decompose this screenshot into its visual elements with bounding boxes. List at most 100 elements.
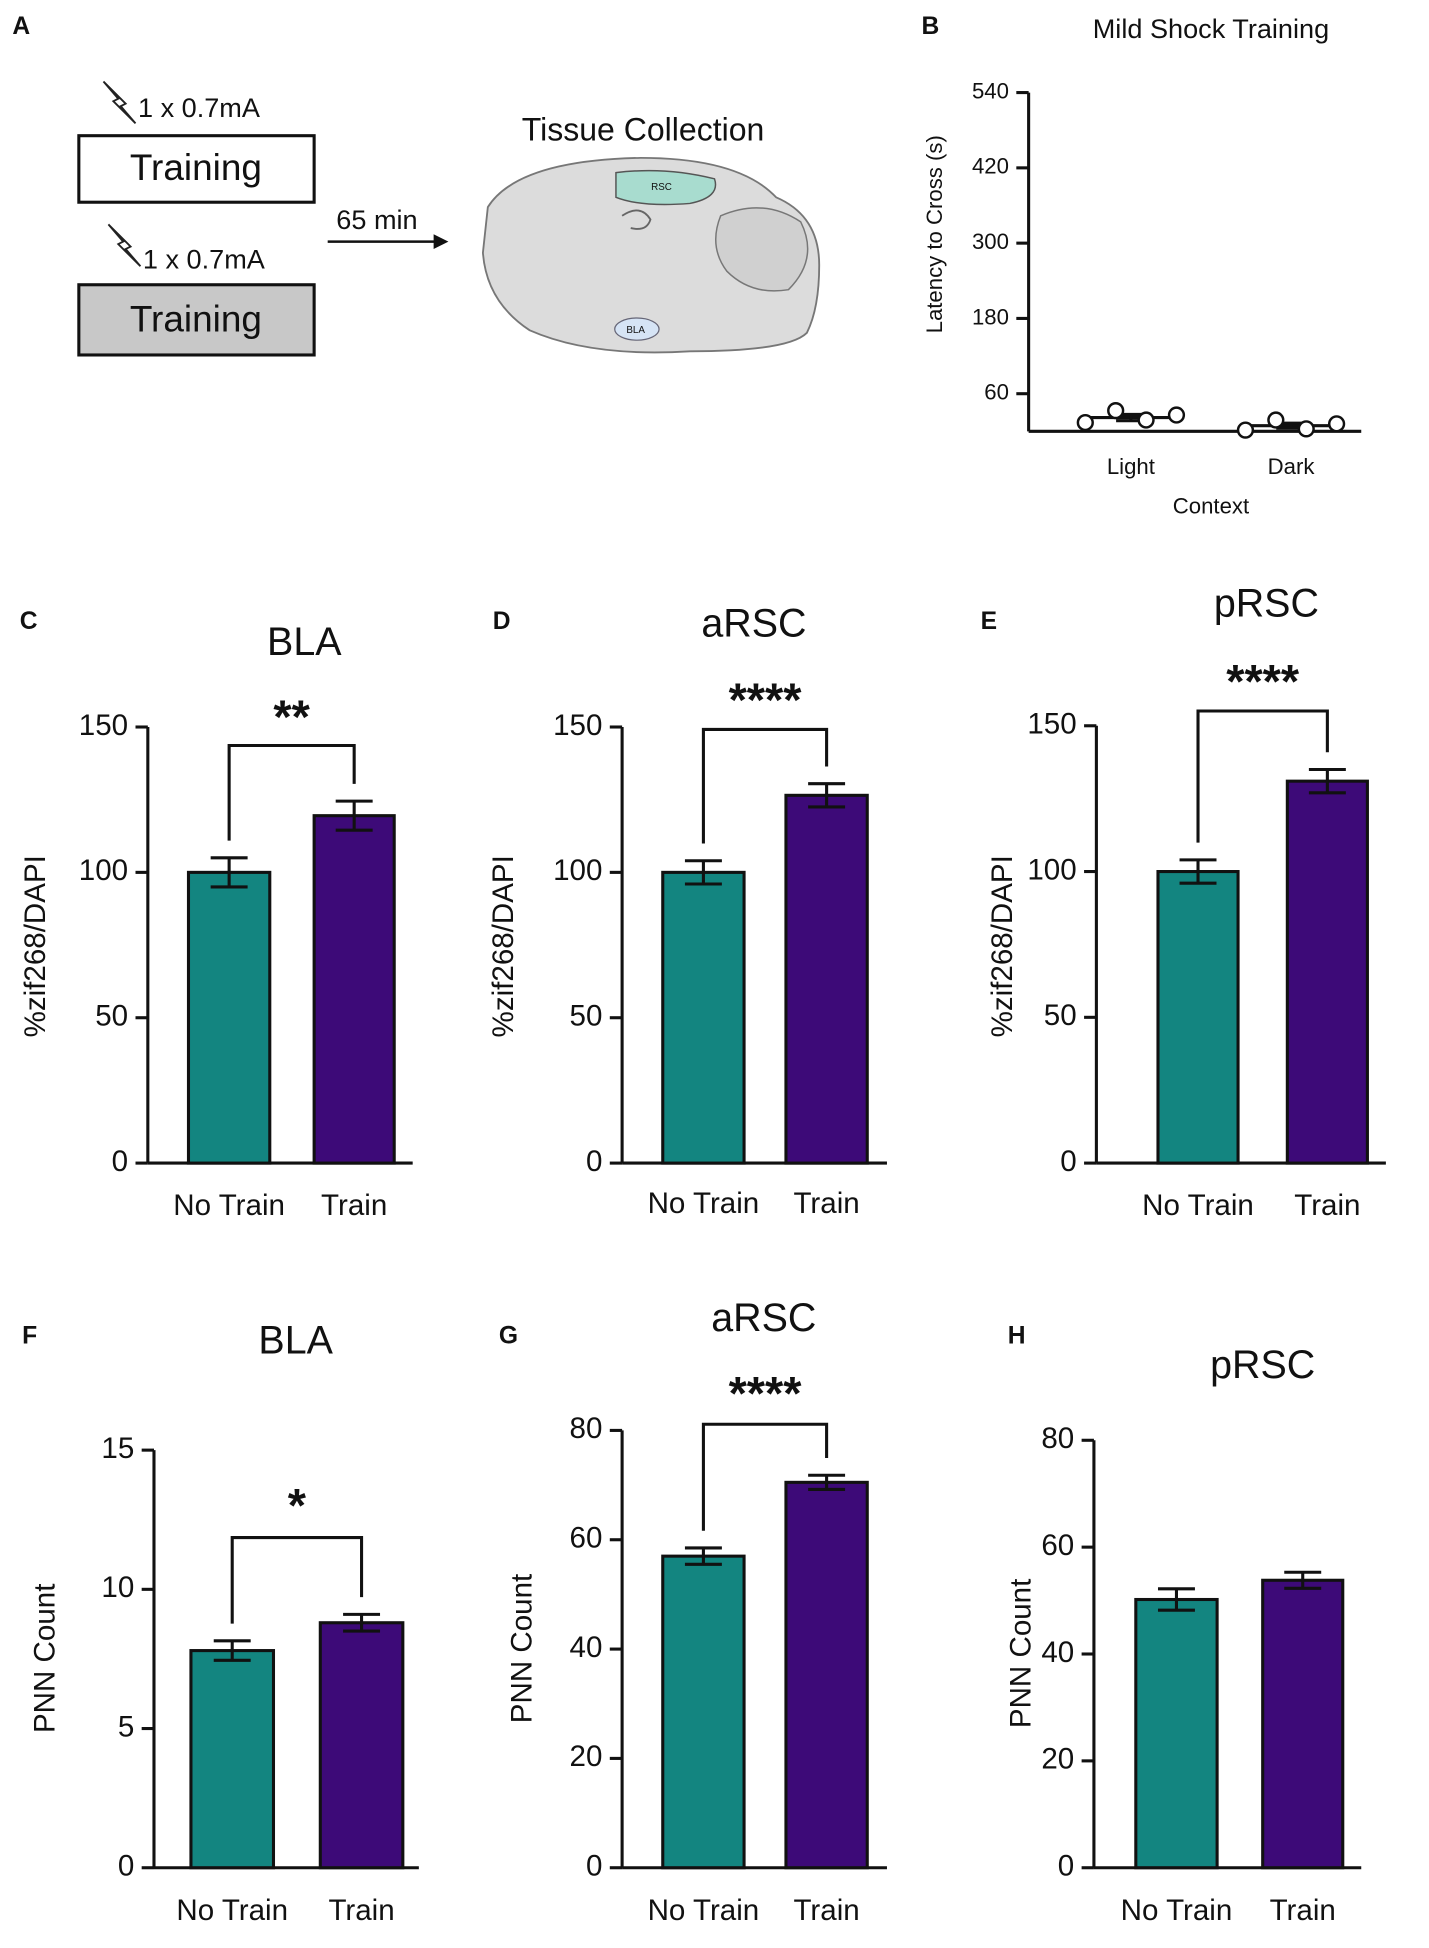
data-point [1327, 415, 1346, 433]
arrowhead [433, 234, 449, 250]
x-axis-label: Context [1173, 494, 1249, 519]
significance-label: **** [729, 674, 803, 726]
data-point [1267, 411, 1285, 429]
error-bar [343, 1612, 381, 1633]
shock-icon [107, 223, 142, 267]
panel-letter: F [22, 1322, 37, 1349]
bar [189, 1649, 276, 1870]
data-point [1167, 406, 1186, 424]
y-axis-label: PNN Count [505, 1574, 538, 1723]
data-point [1076, 413, 1094, 432]
y-tick-label: 0 [1058, 1850, 1074, 1883]
x-tick-label: Train [321, 1189, 387, 1222]
y-tick-label: 80 [1041, 1422, 1074, 1455]
y-tick-label: 0 [586, 1145, 602, 1178]
y-tick-label: 180 [972, 304, 1009, 329]
y-tick-label: 100 [1027, 853, 1076, 886]
rsc-region [615, 169, 717, 206]
x-tick-label: No Train [648, 1187, 760, 1220]
hippocampus [621, 209, 652, 230]
error-bar [1284, 1570, 1322, 1590]
training-box [77, 134, 316, 204]
data-point [1107, 402, 1125, 420]
x-tick-label: No Train [1121, 1894, 1233, 1927]
bar [318, 1621, 405, 1870]
y-tick-label: 100 [553, 854, 602, 887]
y-tick-label: 60 [984, 380, 1009, 405]
x-tick-label: Train [793, 1894, 859, 1927]
panel-letter: C [20, 608, 38, 635]
y-tick-label: 150 [1027, 708, 1076, 741]
delay-label: 65 min [336, 204, 417, 235]
y-tick-label: 100 [79, 854, 128, 887]
y-tick-label: 60 [570, 1522, 603, 1555]
bar [1261, 1578, 1345, 1870]
significance-bracket [1196, 709, 1329, 843]
data-point [1236, 421, 1255, 439]
x-tick-label: Train [1270, 1894, 1336, 1927]
brain [481, 156, 821, 354]
significance-bracket [230, 1536, 364, 1624]
y-tick-label: 40 [570, 1631, 603, 1664]
x-tick-label: Light [1107, 454, 1155, 479]
error-bar [684, 859, 722, 886]
data-point [1297, 420, 1315, 438]
error-bar [684, 1546, 722, 1566]
y-tick-label: 0 [112, 1145, 128, 1178]
bla-label: BLA [626, 325, 645, 336]
panel-letter: D [493, 608, 511, 635]
rsc-label: RSC [651, 182, 672, 193]
panel-letter: G [499, 1322, 518, 1349]
error-bar [213, 1639, 251, 1662]
x-tick-label: Dark [1268, 454, 1316, 479]
bar [1134, 1597, 1219, 1870]
y-tick-label: 50 [95, 1000, 128, 1033]
y-axis-label: %zif268/DAPI [487, 855, 520, 1037]
y-tick-label: 10 [101, 1571, 134, 1604]
panel-letter: B [921, 13, 939, 40]
collection-label: Tissue Collection [522, 111, 765, 147]
bar [312, 814, 396, 1165]
y-tick-label: 20 [1041, 1743, 1074, 1776]
significance-bracket [227, 743, 356, 841]
chart-title: aRSC [711, 1296, 816, 1340]
bar [1285, 779, 1369, 1165]
significance-label: **** [1226, 655, 1300, 707]
y-tick-label: 15 [101, 1432, 134, 1465]
error-bar [335, 799, 373, 832]
y-tick-label: 60 [1041, 1529, 1074, 1562]
chart-title: Mild Shock Training [1093, 13, 1329, 44]
training-label: Training [130, 147, 262, 188]
y-tick-label: 0 [118, 1850, 134, 1883]
x-tick-label: No Train [1142, 1189, 1254, 1222]
x-tick-label: No Train [173, 1189, 285, 1222]
significance-bracket [701, 1422, 829, 1531]
x-tick-label: No Train [648, 1894, 760, 1927]
bar [784, 793, 869, 1165]
chart-title: aRSC [701, 601, 806, 645]
training-label: Training [130, 298, 262, 339]
y-tick-label: 540 [972, 78, 1009, 103]
y-axis-label: PNN Count [29, 1584, 62, 1733]
shock-label: 1 x 0.7mA [138, 92, 261, 123]
y-axis-label: PNN Count [1004, 1579, 1037, 1728]
x-tick-label: Train [328, 1894, 394, 1927]
y-tick-label: 50 [1044, 999, 1077, 1032]
y-axis-label: %zif268/DAPI [986, 855, 1019, 1037]
y-tick-label: 0 [1060, 1145, 1076, 1178]
bla-region [614, 317, 660, 341]
bar [661, 1554, 746, 1870]
significance-bracket [701, 727, 829, 844]
panel-letter: A [12, 13, 30, 40]
x-tick-label: Train [1294, 1189, 1360, 1222]
y-tick-label: 50 [570, 1000, 603, 1033]
y-tick-label: 300 [972, 229, 1009, 254]
y-tick-label: 420 [972, 154, 1009, 179]
cerebellum [715, 207, 809, 292]
y-tick-label: 150 [79, 709, 128, 742]
data-point [1137, 411, 1155, 429]
x-tick-label: Train [793, 1187, 859, 1220]
training-box [77, 283, 316, 357]
panel-a: A 1 x 0.7mA Training 1 x 0.7mA Training … [12, 13, 821, 357]
